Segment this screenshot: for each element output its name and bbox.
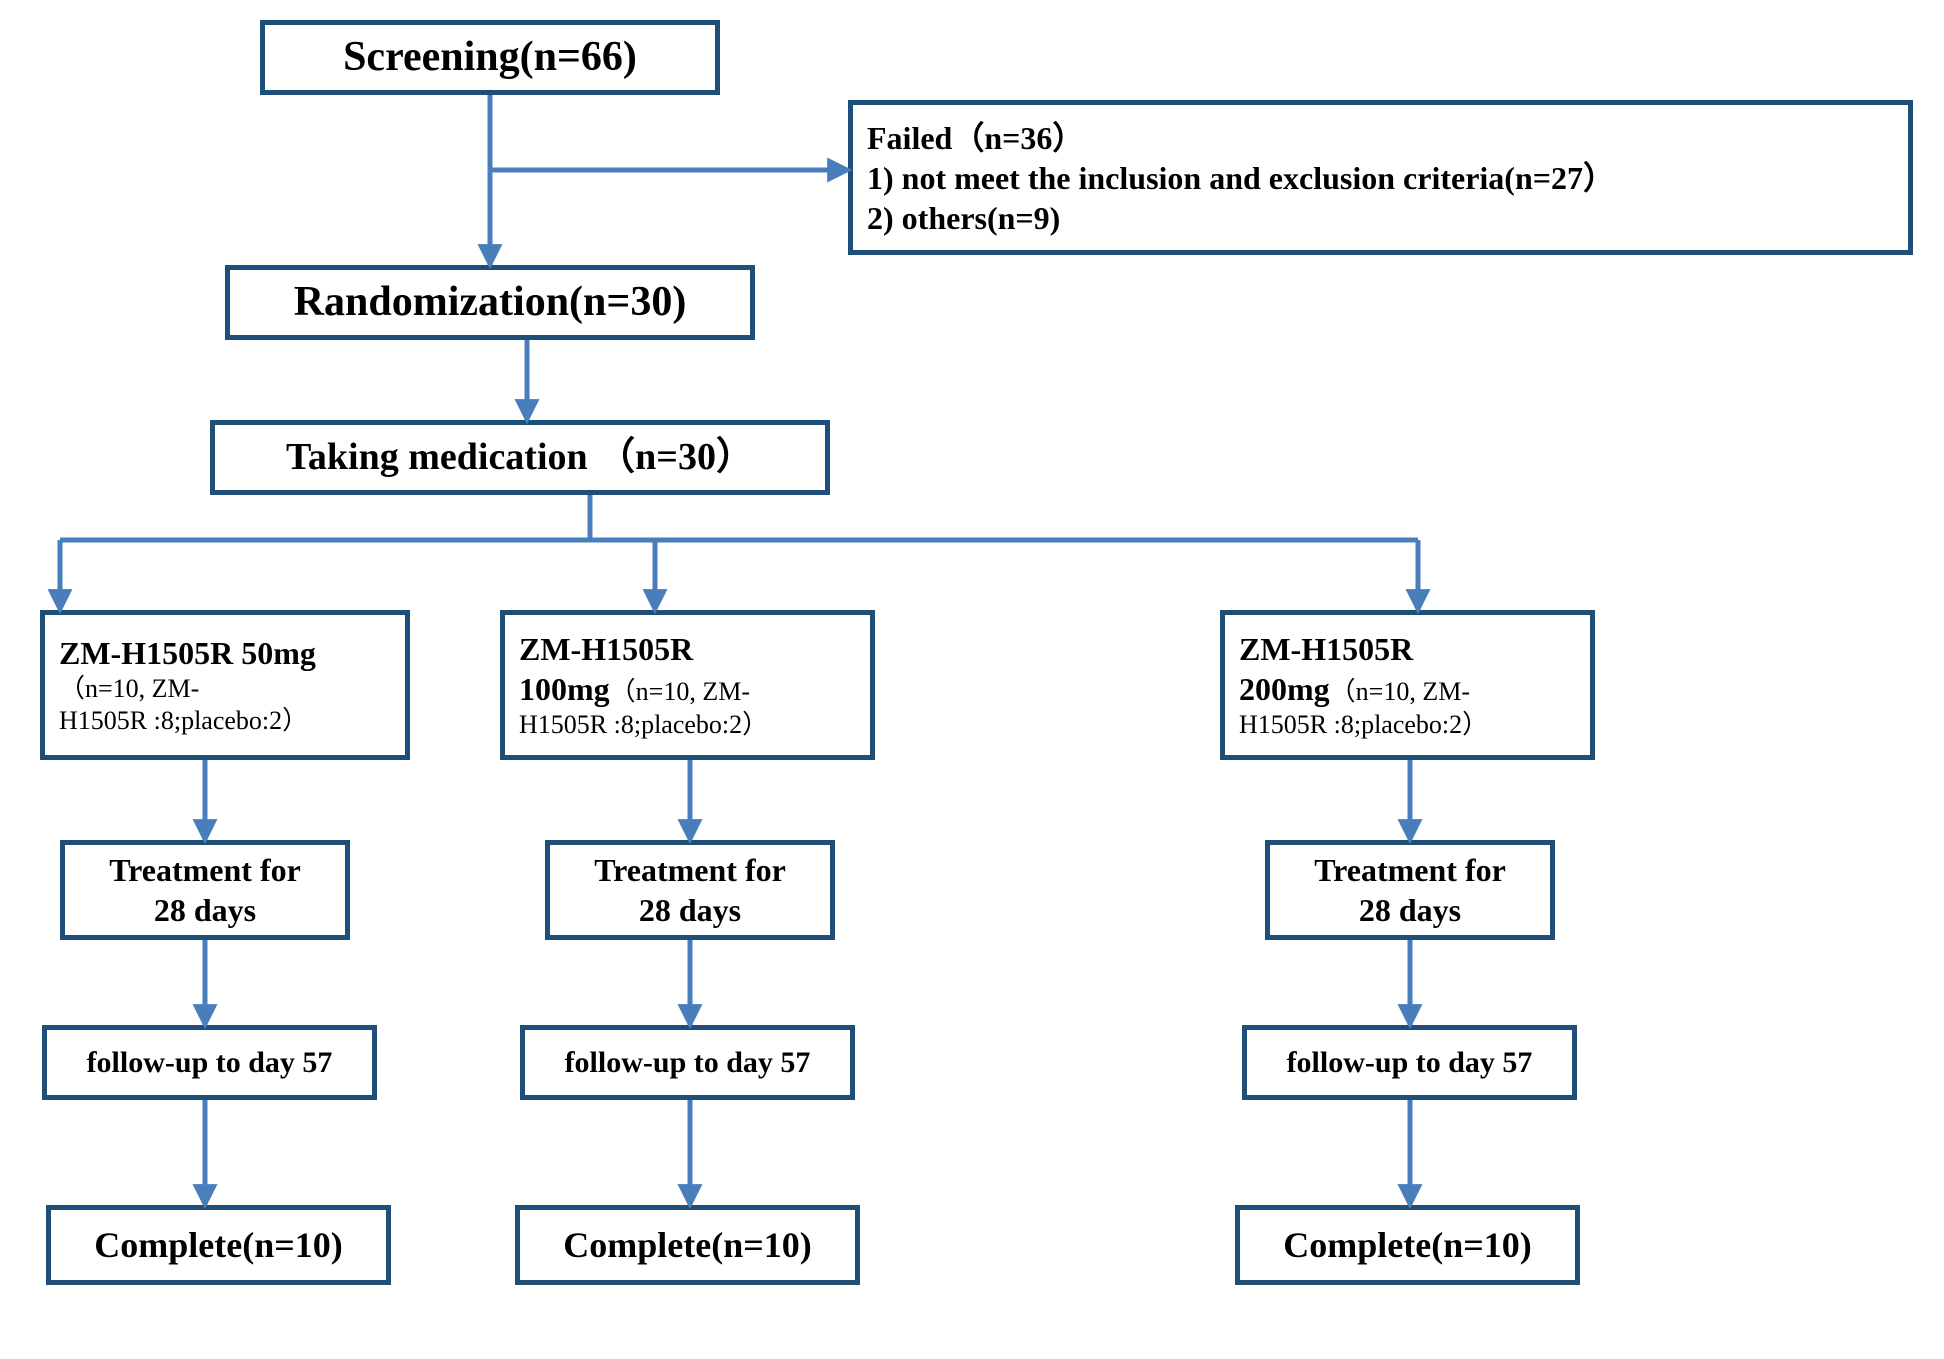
node-text: Complete(n=10) <box>94 1223 342 1268</box>
node-text: 200mg（n=10, ZM- <box>1239 669 1470 709</box>
node-text: Complete(n=10) <box>1283 1223 1531 1268</box>
node-medication: Taking medication （n=30） <box>210 420 830 495</box>
node-random: Randomization(n=30) <box>225 265 755 340</box>
node-text: 1) not meet the inclusion and exclusion … <box>867 158 1615 198</box>
node-text: Randomization(n=30) <box>294 276 687 329</box>
node-text: 28 days <box>1359 890 1461 930</box>
node-dose100: ZM-H1505R100mg（n=10, ZM-H1505R :8;placeb… <box>500 610 875 760</box>
node-dose200: ZM-H1505R200mg（n=10, ZM-H1505R :8;placeb… <box>1220 610 1595 760</box>
node-text: Treatment for <box>594 850 786 890</box>
node-text: 28 days <box>154 890 256 930</box>
node-text: Complete(n=10) <box>563 1223 811 1268</box>
node-text: ZM-H1505R 50mg <box>59 633 316 673</box>
node-text: H1505R :8;placebo:2） <box>519 709 768 742</box>
node-screening: Screening(n=66) <box>260 20 720 95</box>
node-text: ZM-H1505R <box>519 629 693 669</box>
node-text: （n=10, ZM- <box>59 673 199 706</box>
node-comp100: Complete(n=10) <box>515 1205 860 1285</box>
node-text: H1505R :8;placebo:2） <box>59 705 308 738</box>
node-text: 100mg（n=10, ZM- <box>519 669 750 709</box>
node-text: Treatment for <box>1314 850 1506 890</box>
node-treat100: Treatment for28 days <box>545 840 835 940</box>
node-text: Taking medication （n=30） <box>286 434 754 482</box>
node-failed: Failed（n=36）1) not meet the inclusion an… <box>848 100 1913 255</box>
node-dose50: ZM-H1505R 50mg（n=10, ZM-H1505R :8;placeb… <box>40 610 410 760</box>
node-text: Treatment for <box>109 850 301 890</box>
node-text: ZM-H1505R <box>1239 629 1413 669</box>
node-treat200: Treatment for28 days <box>1265 840 1555 940</box>
node-fu50: follow-up to day 57 <box>42 1025 377 1100</box>
node-fu200: follow-up to day 57 <box>1242 1025 1577 1100</box>
node-text: 2) others(n=9) <box>867 198 1060 238</box>
node-text: follow-up to day 57 <box>87 1044 333 1082</box>
node-treat50: Treatment for28 days <box>60 840 350 940</box>
node-text: follow-up to day 57 <box>1287 1044 1533 1082</box>
node-fu100: follow-up to day 57 <box>520 1025 855 1100</box>
node-text: Screening(n=66) <box>343 31 637 84</box>
node-text: follow-up to day 57 <box>565 1044 811 1082</box>
node-text: H1505R :8;placebo:2） <box>1239 709 1488 742</box>
node-text: Failed（n=36） <box>867 118 1084 158</box>
node-comp200: Complete(n=10) <box>1235 1205 1580 1285</box>
node-text: 28 days <box>639 890 741 930</box>
node-comp50: Complete(n=10) <box>46 1205 391 1285</box>
